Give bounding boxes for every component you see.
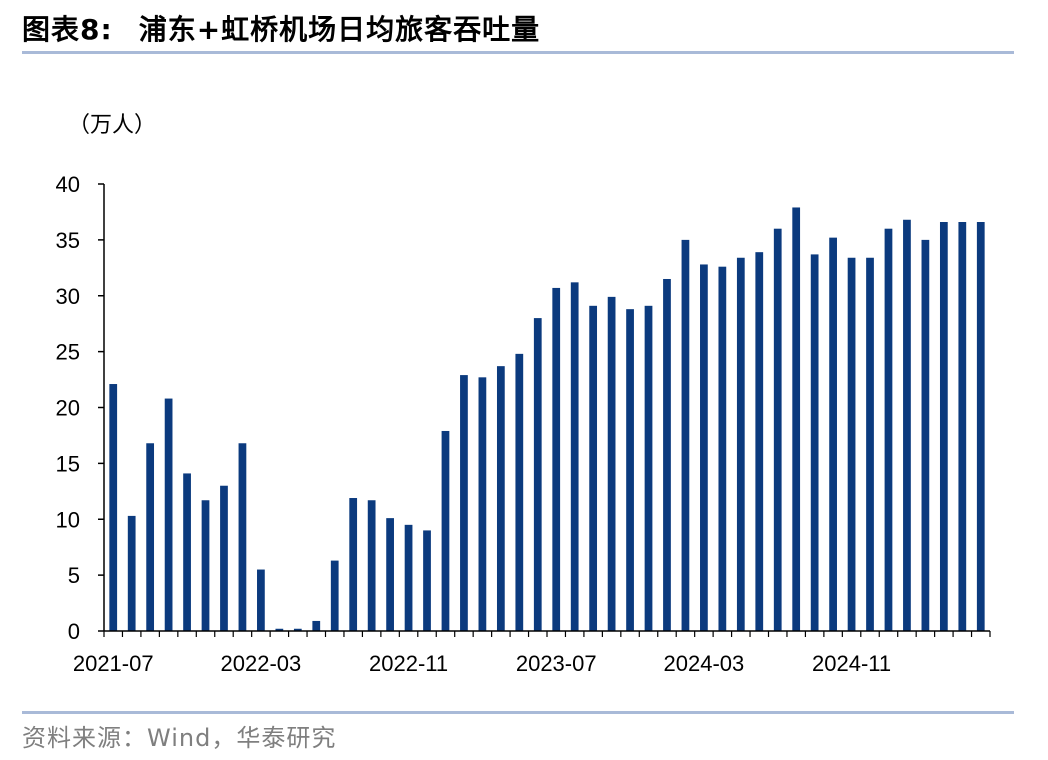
figure-label: 图表8: [22,13,113,46]
bar-2025-01 [884,228,893,631]
bar-2021-11 [183,473,191,631]
y-tick-label: 10 [56,507,80,532]
bar-2025-04 [939,222,948,631]
bar-2022-09 [367,500,376,631]
bar-2022-08 [349,498,358,631]
bar-2024-08 [792,207,801,631]
bar-2021-09 [146,443,155,631]
bar-2022-07 [330,560,339,631]
source-note: 资料来源：Wind，华泰研究 [22,724,337,752]
bar-2024-10 [829,237,837,631]
bar-2022-06 [312,620,321,631]
x-tick-label: 2024-03 [664,651,745,676]
bar-2023-07 [552,287,561,631]
bar-2024-05 [736,257,745,631]
bar-2022-01 [220,485,228,631]
bar-2023-02 [460,375,468,631]
bar-2023-06 [533,318,542,631]
bar-2023-12 [644,305,653,631]
bar-2023-04 [496,366,505,631]
chart-title: 浦东+虹桥机场日均旅客吞吐量 [138,13,541,46]
bar-2021-08 [127,515,136,631]
bar-2023-03 [478,377,487,631]
bar-2023-01 [441,430,450,631]
bar-2023-05 [515,353,524,631]
bar-2024-09 [810,254,819,631]
x-tick-label: 2024-11 [812,651,891,676]
bar-2024-12 [866,257,874,631]
bar-2025-06 [976,222,985,631]
bar-2024-11 [847,257,856,631]
bar-2022-11 [404,524,413,631]
bar-2021-12 [201,500,210,631]
bar-2024-06 [755,252,764,632]
y-tick-label: 0 [68,619,80,644]
bar-2025-02 [903,219,911,631]
bar-2022-03 [257,569,265,631]
y-tick-label: 25 [56,340,80,365]
y-tick-label: 30 [56,284,80,309]
bar-2024-03 [700,264,708,631]
bar-2023-11 [626,309,634,631]
bar-2022-04 [275,628,284,631]
bar-2021-10 [164,398,173,631]
bar-2022-10 [386,518,394,631]
y-tick-label: 35 [56,228,80,253]
axes: 0 5 10 15 20 25 30 35 40 2021-07 2022-03 2022-11 202… [56,172,991,676]
y-tick-label: 15 [56,451,80,476]
bar-2023-10 [607,296,616,631]
source-divider [22,711,1014,714]
figure-title: 图表8: 浦东+虹桥机场日均旅客吞吐量 [22,8,540,52]
bar-2022-12 [423,530,431,631]
bar-2023-09 [589,305,598,631]
bar-2025-03 [921,239,930,632]
bar-2024-02 [681,239,690,632]
bar-series [109,207,985,632]
bar-2025-05 [958,222,967,631]
y-axis-unit-label: （万人） [68,112,156,137]
bar-2021-07 [109,384,118,631]
y-tick-label: 5 [68,563,80,588]
x-tick-label: 2022-11 [369,651,448,676]
x-tick-label: 2021-07 [73,651,154,676]
bar-2024-01 [663,278,671,631]
bar-2023-08 [570,282,579,631]
x-tick-label: 2022-03 [221,651,302,676]
bar-2024-07 [773,228,782,631]
bar-2022-02 [238,443,247,631]
x-tick-label: 2023-07 [516,651,597,676]
y-tick-label: 20 [56,396,80,421]
bar-2022-05 [293,628,302,631]
bar-2024-04 [718,266,727,631]
y-tick-label: 40 [56,172,80,197]
title-divider [22,51,1014,54]
